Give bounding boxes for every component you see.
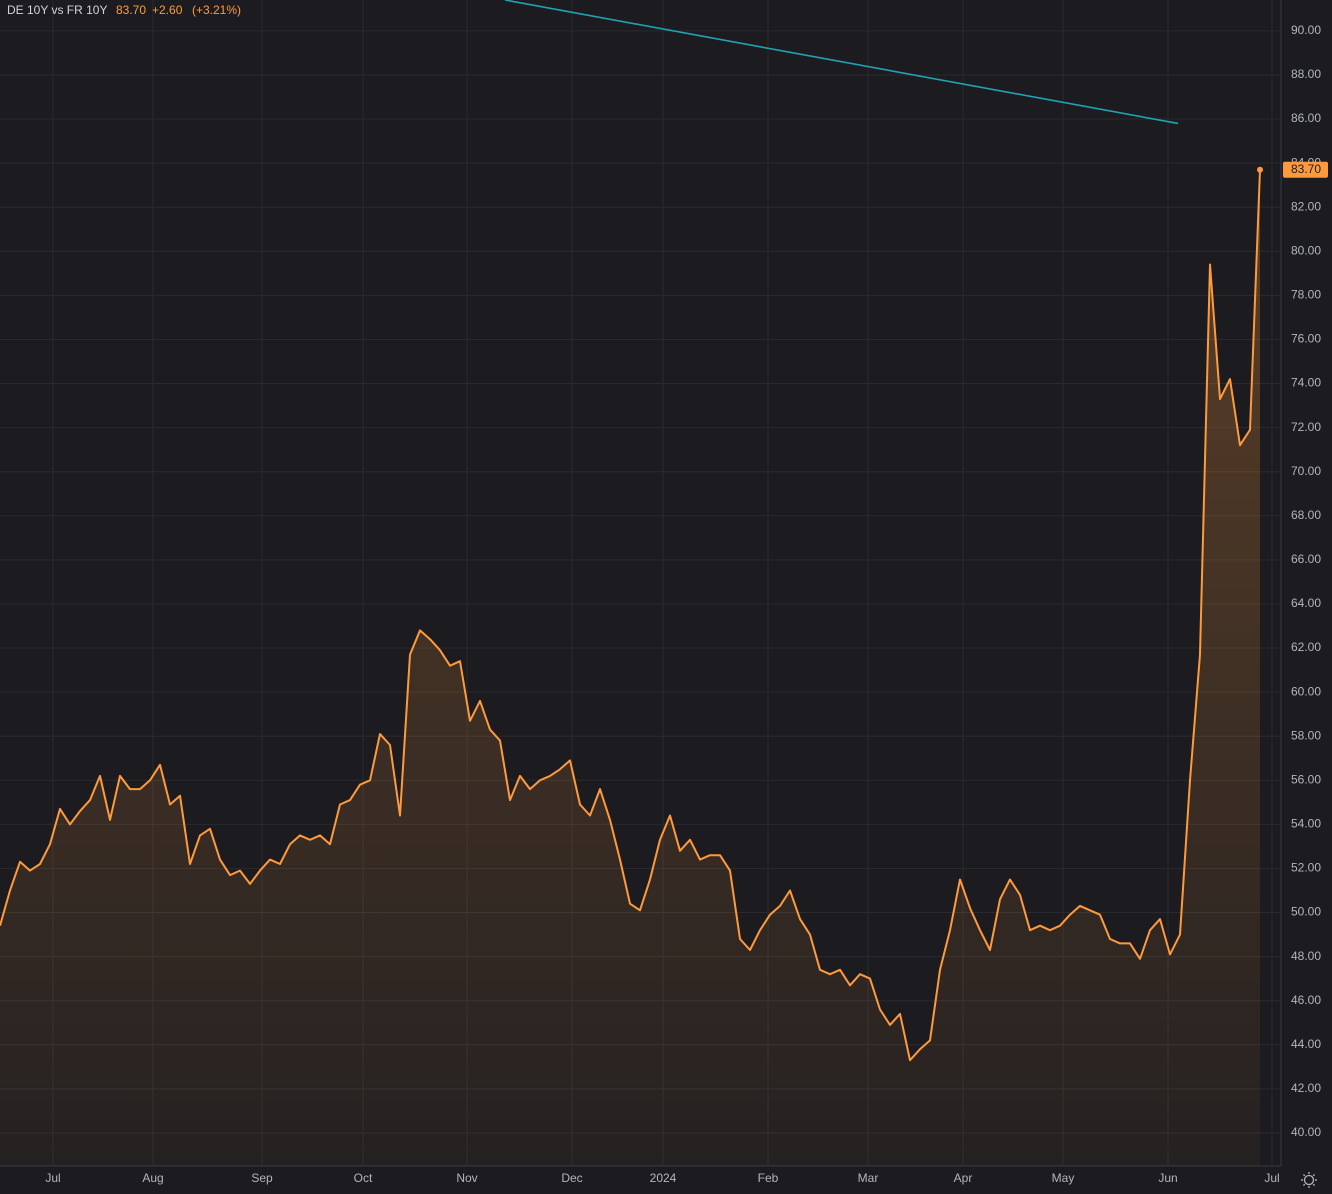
y-tick-label: 78.00 xyxy=(1291,288,1321,302)
x-tick-label: May xyxy=(1052,1171,1075,1185)
y-tick-label: 64.00 xyxy=(1291,596,1321,610)
y-tick-label: 88.00 xyxy=(1291,67,1321,81)
legend-change-pct: (+3.21%) xyxy=(192,3,241,17)
area xyxy=(0,169,1260,1166)
y-tick-label: 90.00 xyxy=(1291,23,1321,37)
y-tick-label: 74.00 xyxy=(1291,376,1321,390)
x-tick-label: Jun xyxy=(1158,1171,1177,1185)
y-tick-label: 76.00 xyxy=(1291,332,1321,346)
x-tick-label: Mar xyxy=(858,1171,879,1185)
y-tick-label: 46.00 xyxy=(1291,993,1321,1007)
y-tick-label: 44.00 xyxy=(1291,1037,1321,1051)
y-tick-label: 54.00 xyxy=(1291,817,1321,831)
x-tick-label: Dec xyxy=(561,1171,582,1185)
line xyxy=(0,169,1261,1062)
y-tick-label: 42.00 xyxy=(1291,1081,1321,1095)
y-tick-label: 80.00 xyxy=(1291,243,1321,257)
y-tick-label: 48.00 xyxy=(1291,949,1321,963)
legend-last: 83.70 xyxy=(116,3,146,17)
y-tick-label: 58.00 xyxy=(1291,728,1321,742)
y-tick-label: 68.00 xyxy=(1291,508,1321,522)
price-tag-label: 83.70 xyxy=(1291,162,1321,176)
x-tick-label: 2024 xyxy=(650,1171,677,1185)
y-tick-label: 82.00 xyxy=(1291,199,1321,213)
x-tick-label: Oct xyxy=(354,1171,373,1185)
y-tick-label: 62.00 xyxy=(1291,640,1321,654)
y-tick-label: 66.00 xyxy=(1291,552,1321,566)
y-tick-label: 50.00 xyxy=(1291,905,1321,919)
plot xyxy=(0,0,1263,1166)
y-tick-label: 40.00 xyxy=(1291,1125,1321,1139)
price-tag xyxy=(1283,161,1328,178)
y-tick-label: 60.00 xyxy=(1291,684,1321,698)
last-point xyxy=(1257,166,1263,173)
x-tick-label: Apr xyxy=(954,1171,973,1185)
chart-title: DE 10Y vs FR 10Y xyxy=(7,3,108,17)
y-tick-label: 52.00 xyxy=(1291,861,1321,875)
x-tick-label: Jul xyxy=(1264,1171,1279,1185)
x-tick-label: Jul xyxy=(45,1171,60,1185)
y-tick-label: 86.00 xyxy=(1291,111,1321,125)
legend-change: +2.60 xyxy=(152,3,183,17)
x-tick-label: Nov xyxy=(456,1171,477,1185)
y-tick-label: 70.00 xyxy=(1291,464,1321,478)
x-tick-label: Aug xyxy=(142,1171,163,1185)
y-tick-label: 72.00 xyxy=(1291,420,1321,434)
settings-icon[interactable] xyxy=(1301,1172,1317,1188)
x-tick-label: Sep xyxy=(251,1171,273,1185)
trend-line xyxy=(504,0,1179,125)
x-tick-label: Feb xyxy=(758,1171,779,1185)
axes: 40.00 42.00 44.00 46.00 48.00 50.00 52.00 54.00… xyxy=(45,23,1328,1185)
y-tick-label: 56.00 xyxy=(1291,772,1321,786)
